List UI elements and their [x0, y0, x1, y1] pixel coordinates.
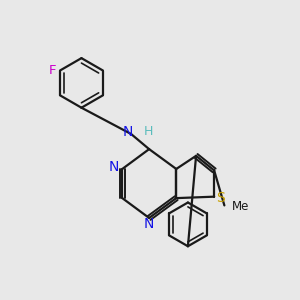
Text: Me: Me — [232, 200, 249, 213]
Text: N: N — [109, 160, 119, 174]
Text: H: H — [144, 124, 153, 137]
Text: N: N — [122, 125, 133, 140]
Text: S: S — [216, 191, 225, 205]
Text: N: N — [144, 218, 154, 231]
Text: F: F — [49, 64, 56, 77]
